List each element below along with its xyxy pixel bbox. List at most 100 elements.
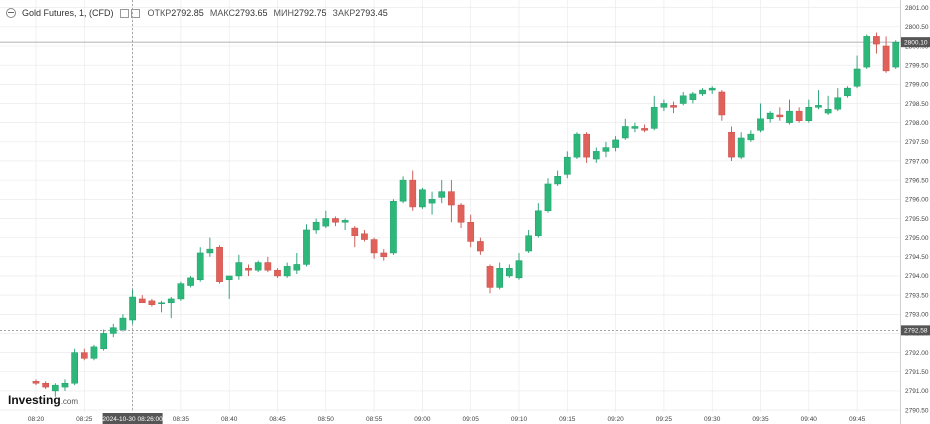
candle-body (51, 384, 59, 392)
candle-down (42, 381, 50, 390)
candle-body (390, 200, 397, 254)
candle-body (206, 248, 214, 254)
x-tick-label: 09:40 (801, 416, 818, 423)
candle-up (167, 297, 175, 319)
candle-body (119, 317, 127, 330)
candle-down (486, 264, 494, 294)
candle-body (100, 333, 107, 350)
candle-up (737, 132, 745, 160)
candle-up (438, 180, 446, 204)
candle-up (158, 300, 165, 313)
candle-body (505, 268, 513, 277)
candle-body (254, 262, 262, 271)
candle-body (245, 268, 252, 271)
candle-body (766, 112, 774, 120)
y-tick-label: 2801.00 (905, 5, 929, 12)
candle-up (679, 91, 687, 106)
candle-body (370, 239, 378, 254)
x-tick-label: 09:30 (704, 416, 721, 423)
candle-up (428, 191, 436, 215)
investing-logo: Investing.com (8, 393, 79, 407)
candle-body (853, 68, 861, 87)
candle-down (457, 203, 465, 229)
x-tick-label: 08:40 (221, 416, 238, 423)
candle-up (621, 118, 629, 140)
candle-up (254, 260, 262, 273)
candle-body (177, 283, 185, 300)
y-tick-label: 2794.50 (905, 254, 929, 261)
collapse-icon[interactable] (6, 8, 16, 19)
candle-up (757, 103, 764, 133)
candle-up (853, 55, 861, 89)
candle-body (612, 139, 619, 148)
candle-down (795, 107, 803, 123)
candle-down (467, 214, 475, 248)
candle-body (660, 103, 668, 108)
x-tick-label: 09:45 (849, 416, 866, 423)
candle-body (409, 179, 417, 208)
candle-up (206, 237, 214, 257)
candle-down (718, 90, 726, 121)
last-price-tag: 2800.10 (901, 37, 930, 48)
x-tick-label: 09:35 (752, 416, 769, 423)
candle-body (621, 126, 629, 139)
high-label: МАКС (209, 8, 235, 19)
y-tick-label: 2797.00 (905, 158, 929, 165)
candle-body (824, 108, 832, 114)
candle-body (592, 151, 600, 160)
indicator-icons[interactable] (119, 8, 142, 19)
price-axis[interactable]: 2801.002800.502800.002799.502799.002798.… (905, 5, 929, 414)
candle-body (399, 179, 407, 202)
candle-up (390, 199, 397, 255)
candle-body (805, 107, 813, 121)
candle-down (670, 101, 677, 114)
candle-body (747, 133, 755, 141)
y-tick-label: 2796.00 (905, 197, 929, 204)
x-tick-label: 09:00 (414, 416, 431, 423)
candle-body (602, 147, 610, 152)
high-value: 2793.65 (234, 8, 268, 19)
candle-body (109, 327, 117, 334)
candle-up (322, 210, 330, 229)
x-tick-label: 09:20 (607, 416, 624, 423)
candle-body (525, 235, 533, 252)
candle-body (708, 87, 716, 91)
y-tick-label: 2791.50 (905, 369, 929, 376)
candle-up (573, 132, 581, 160)
open-value: 2792.85 (171, 8, 204, 19)
candle-down (138, 295, 146, 304)
candle-up (786, 99, 793, 125)
candle-up (815, 90, 822, 110)
candle-body (534, 210, 542, 236)
candle-body (148, 300, 156, 305)
y-tick-label: 2795.50 (905, 216, 929, 223)
y-tick-label: 2791.00 (905, 388, 929, 395)
symbol-title[interactable]: Gold Futures, 1, (CFD) (22, 8, 114, 19)
candle-body (631, 126, 639, 129)
candle-body (679, 95, 687, 104)
x-tick-label: 08:20 (28, 416, 45, 423)
candle-body (892, 41, 900, 68)
candle-up (708, 86, 716, 94)
candle-up (119, 314, 127, 332)
crosshair-price-tag-bg (901, 325, 930, 336)
candle-up (631, 122, 639, 133)
y-tick-label: 2793.00 (905, 312, 929, 319)
candle-body (448, 191, 455, 206)
candle-body (42, 383, 50, 388)
candle-up (71, 348, 78, 386)
x-tick-label: 08:45 (269, 416, 286, 423)
candle-body (486, 266, 494, 288)
candle-body (757, 118, 764, 131)
candle-up (129, 289, 136, 324)
candle-body (32, 381, 40, 384)
y-tick-label: 2800.50 (905, 24, 929, 31)
candle-up (892, 40, 900, 69)
candle-up (544, 178, 552, 213)
candle-body (322, 218, 330, 227)
candle-up (805, 99, 813, 123)
candle-body (689, 93, 697, 100)
candle-up (109, 323, 117, 338)
candle-down (380, 249, 388, 261)
